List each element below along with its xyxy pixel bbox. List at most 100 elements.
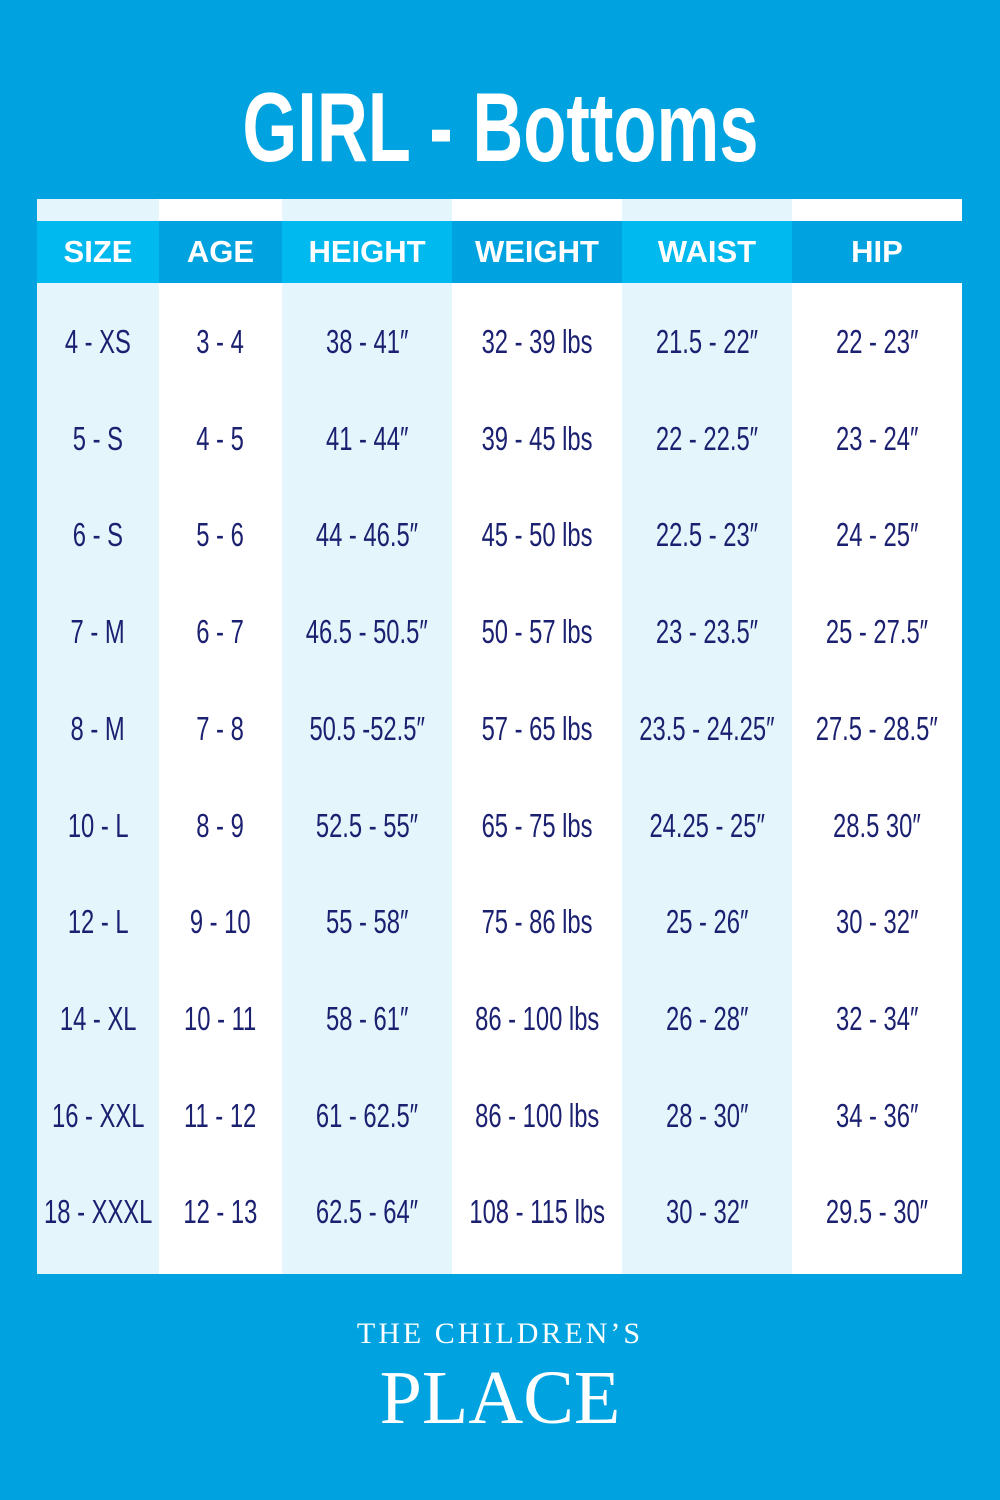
cell-text: 14 - XL	[59, 999, 137, 1037]
cell-text: 52.5 - 55″	[315, 806, 419, 844]
table-cell: 39 - 45 lbs	[452, 409, 622, 469]
cell-text: 11 - 12	[184, 1096, 257, 1134]
table-cell: 22.5 - 23″	[622, 505, 792, 565]
table-cell: 18 - XXXL	[37, 1182, 159, 1242]
table-cell: 14 - XL	[37, 989, 159, 1049]
cell-text: 29.5 - 30″	[825, 1193, 929, 1231]
brand-logo-line1: THE CHILDREN’S	[356, 1317, 644, 1350]
table-cell: 52.5 - 55″	[282, 796, 452, 856]
cell-text: 5 - 6	[196, 516, 245, 554]
cell-text: 61 - 62.5″	[315, 1096, 419, 1134]
column-header: WEIGHT	[452, 221, 622, 283]
cell-text: 45 - 50 lbs	[481, 516, 593, 554]
table-cell: 23 - 24″	[792, 409, 962, 469]
table-cell: 57 - 65 lbs	[452, 699, 622, 759]
cell-text: 28 - 30″	[665, 1096, 749, 1134]
table-cell: 23.5 - 24.25″	[622, 699, 792, 759]
table-cell: 32 - 39 lbs	[452, 312, 622, 372]
cell-text: 16 - XXL	[51, 1096, 145, 1134]
page-title: GIRL - Bottoms	[241, 72, 759, 182]
table-cell: 41 - 44″	[282, 409, 452, 469]
table-cell: 44 - 46.5″	[282, 505, 452, 565]
cell-text: 86 - 100 lbs	[474, 999, 600, 1037]
cell-text: 46.5 - 50.5″	[305, 613, 429, 651]
cell-text: 6 - S	[72, 516, 124, 554]
table-cell: 32 - 34″	[792, 989, 962, 1049]
table-cell: 30 - 32″	[792, 892, 962, 952]
table-cell: 8 - M	[37, 699, 159, 759]
cell-text: 23 - 23.5″	[655, 613, 759, 651]
cell-text: 30 - 32″	[835, 903, 919, 941]
table-cell: 23 - 23.5″	[622, 602, 792, 662]
cell-text: 25 - 26″	[665, 903, 749, 941]
table-cell: 75 - 86 lbs	[452, 892, 622, 952]
cell-text: 10 - L	[67, 806, 129, 844]
table-cell: 34 - 36″	[792, 1086, 962, 1146]
cell-text: 28.5 30″	[833, 806, 921, 844]
cell-text: 25 - 27.5″	[825, 613, 929, 651]
table-cell: 7 - 8	[159, 699, 282, 759]
table-cell: 4 - 5	[159, 409, 282, 469]
table-cell: 108 - 115 lbs	[452, 1182, 622, 1242]
table-cell: 24 - 25″	[792, 505, 962, 565]
table-cell: 6 - S	[37, 505, 159, 565]
table-cell: 25 - 26″	[622, 892, 792, 952]
table-cell: 58 - 61″	[282, 989, 452, 1049]
cell-text: 4 - 5	[196, 419, 245, 457]
table-cell: 9 - 10	[159, 892, 282, 952]
table-cell: 16 - XXL	[37, 1086, 159, 1146]
cell-text: 30 - 32″	[665, 1193, 749, 1231]
cell-text: 26 - 28″	[665, 999, 749, 1037]
cell-text: 4 - XS	[64, 323, 132, 360]
column-header: HEIGHT	[282, 221, 452, 283]
table-cell: 65 - 75 lbs	[452, 796, 622, 856]
column-header: WAIST	[622, 221, 792, 283]
cell-text: 55 - 58″	[325, 903, 409, 941]
cell-text: 57 - 65 lbs	[481, 709, 593, 747]
cell-text: 23 - 24″	[835, 419, 919, 457]
table-cell: 50.5 -52.5″	[282, 699, 452, 759]
table-cell: 10 - L	[37, 796, 159, 856]
cell-text: 3 - 4	[196, 323, 245, 360]
cell-text: 7 - 8	[196, 709, 245, 747]
table-cell: 46.5 - 50.5″	[282, 602, 452, 662]
cell-text: 9 - 10	[190, 903, 251, 941]
column-weight: WEIGHT 32 - 39 lbs 39 - 45 lbs 45 - 50 lbs 5…	[452, 199, 622, 1274]
table-cell: 7 - M	[37, 602, 159, 662]
table-cell: 22 - 22.5″	[622, 409, 792, 469]
cell-text: 12 - 13	[183, 1193, 258, 1231]
table-cell: 5 - 6	[159, 505, 282, 565]
cell-text: 58 - 61″	[325, 999, 409, 1037]
table-cell: 45 - 50 lbs	[452, 505, 622, 565]
table-cell: 62.5 - 64″	[282, 1182, 452, 1242]
cell-text: 38 - 41″	[325, 323, 409, 360]
table-cell: 25 - 27.5″	[792, 602, 962, 662]
table-cell: 27.5 - 28.5″	[792, 699, 962, 759]
table-cell: 28.5 30″	[792, 796, 962, 856]
brand-logo-line2: PLACE	[379, 1356, 621, 1440]
table-cell: 21.5 - 22″	[622, 312, 792, 372]
table-cell: 5 - S	[37, 409, 159, 469]
cell-text: 21.5 - 22″	[655, 323, 759, 360]
cell-text: 18 - XXXL	[43, 1193, 153, 1231]
column-height: HEIGHT 38 - 41″ 41 - 44″ 44 - 46.5″ 46.5 - 5…	[282, 199, 452, 1274]
cell-text: 22 - 22.5″	[655, 419, 759, 457]
cell-text: 32 - 34″	[835, 999, 919, 1037]
table-cell: 11 - 12	[159, 1086, 282, 1146]
column-hip: HIP 22 - 23″ 23 - 24″ 24 - 25″ 25 - 27.5″ 27.…	[792, 199, 962, 1274]
table-cell: 61 - 62.5″	[282, 1086, 452, 1146]
table-cell: 24.25 - 25″	[622, 796, 792, 856]
table-cell: 12 - 13	[159, 1182, 282, 1242]
table-cell: 26 - 28″	[622, 989, 792, 1049]
cell-text: 41 - 44″	[325, 419, 409, 457]
cell-text: 12 - L	[67, 903, 129, 941]
cell-text: 32 - 39 lbs	[481, 323, 593, 360]
cell-text: 8 - 9	[196, 806, 245, 844]
cell-text: 65 - 75 lbs	[481, 806, 593, 844]
table-cell: 6 - 7	[159, 602, 282, 662]
table-cell: 28 - 30″	[622, 1086, 792, 1146]
table-cell: 55 - 58″	[282, 892, 452, 952]
table-cell: 12 - L	[37, 892, 159, 952]
cell-text: 10 - 11	[184, 999, 257, 1037]
cell-text: 8 - M	[70, 709, 126, 747]
